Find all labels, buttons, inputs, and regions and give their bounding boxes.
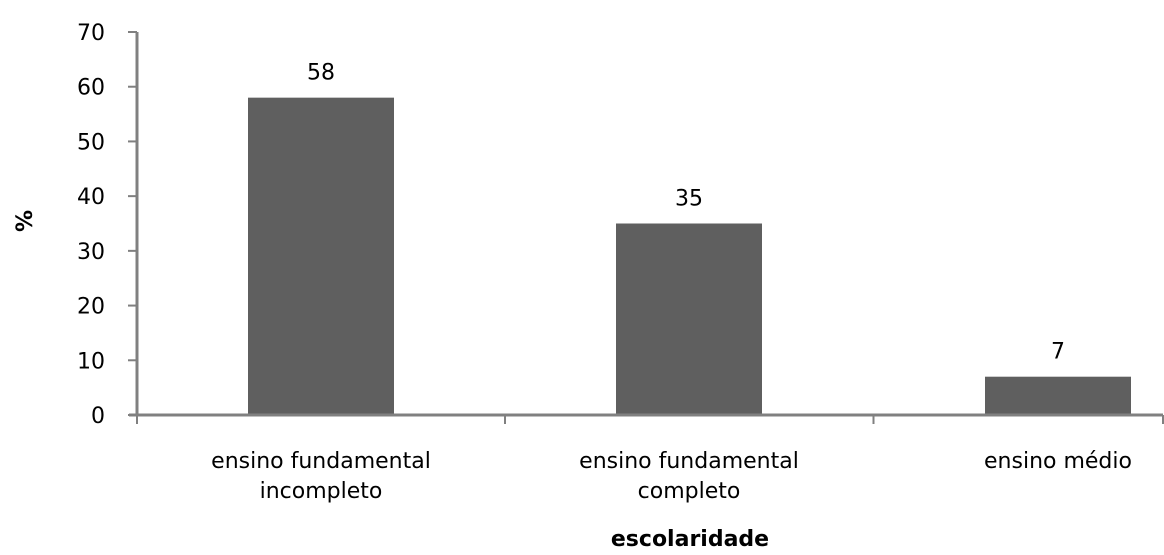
x-category-label-line: ensino fundamental [579, 449, 799, 474]
x-category-label-line: incompleto [260, 479, 383, 504]
data-label: 35 [675, 187, 703, 212]
x-axis-title: escolaridade [611, 527, 769, 552]
bar [248, 97, 394, 416]
data-label: 58 [307, 61, 335, 86]
y-tick-label: 40 [77, 185, 105, 210]
x-category-label: ensino médio [984, 449, 1132, 474]
data-labels-group: 58 35 7 [307, 61, 1065, 365]
y-tick-label: 20 [77, 295, 105, 320]
bar [616, 223, 762, 415]
y-tick-label: 0 [91, 404, 105, 429]
y-ticks-group: 0 10 20 30 40 50 60 70 [77, 21, 137, 429]
y-tick-label: 50 [77, 130, 105, 155]
bar [985, 376, 1131, 415]
x-category-label: ensino fundamental incompleto [211, 449, 431, 504]
x-category-label-line: ensino fundamental [211, 449, 431, 474]
data-label: 7 [1051, 340, 1065, 365]
x-category-label: ensino fundamental completo [579, 449, 799, 504]
y-tick-label: 10 [77, 349, 105, 374]
bars-group [248, 97, 1131, 416]
y-tick-label: 60 [77, 76, 105, 101]
x-ticks-group [136, 415, 1164, 424]
y-axis-title: % [13, 210, 38, 232]
y-tick-label: 70 [77, 21, 105, 46]
y-tick-label: 30 [77, 240, 105, 265]
x-category-label-line: completo [638, 479, 741, 504]
x-category-label-line: ensino médio [984, 449, 1132, 474]
axes-group [129, 32, 1163, 417]
